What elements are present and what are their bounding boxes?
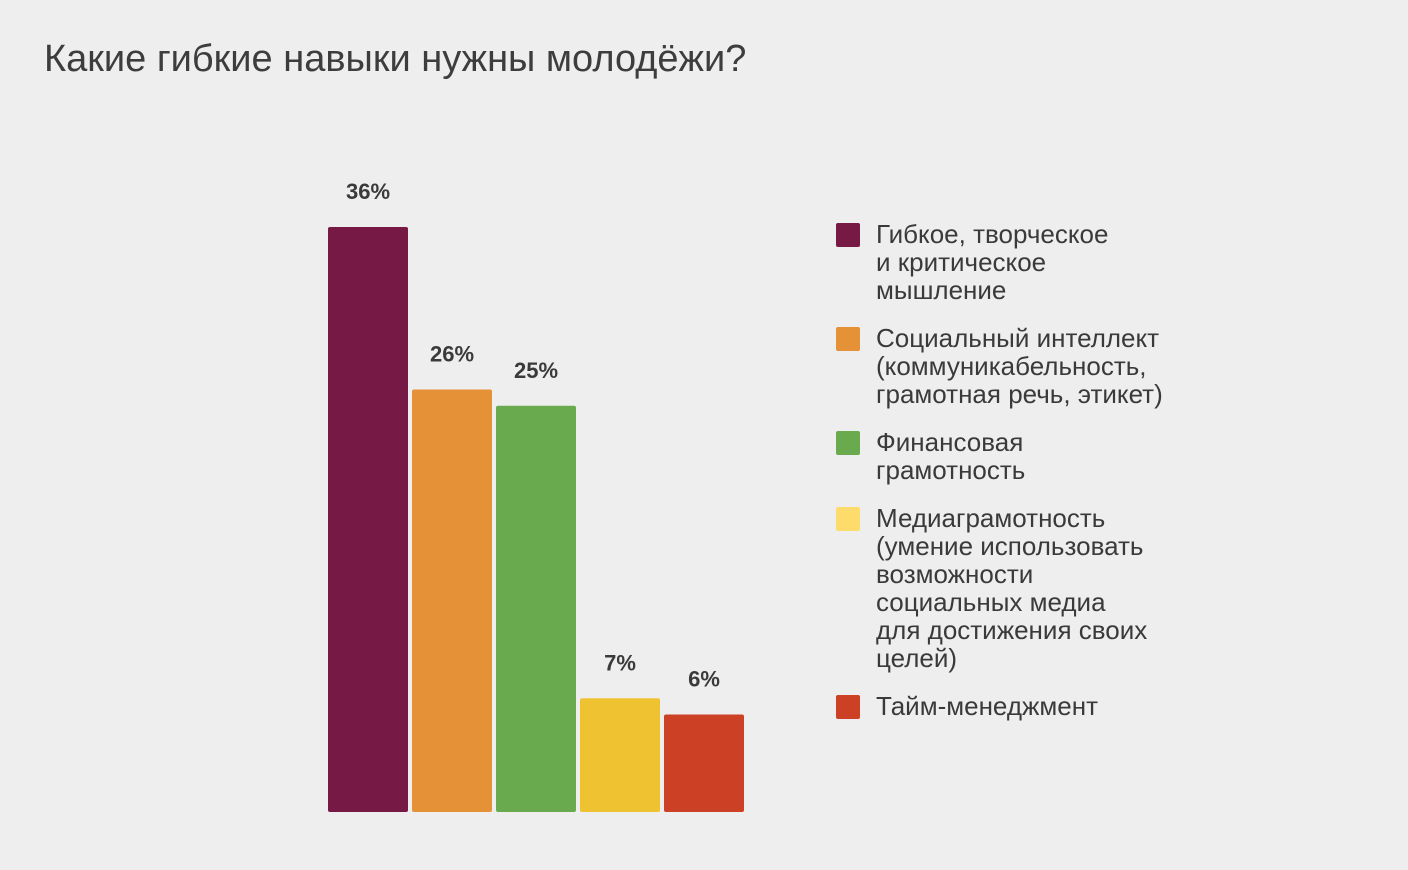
legend-swatch [836, 327, 860, 351]
bar [580, 698, 660, 812]
legend-label: Финансовая грамотность [876, 427, 1026, 485]
legend-label: Гибкое, творческое и критическое мышлени… [876, 219, 1109, 305]
legend-swatch [836, 223, 860, 247]
bar [496, 405, 576, 812]
bar-value-label: 6% [688, 667, 720, 692]
chart-title: Какие гибкие навыки нужны молодёжи? [44, 38, 747, 80]
legend-label: Тайм-менеджмент [876, 691, 1098, 721]
chart-legend: Гибкое, творческое и критическое мышлени… [836, 220, 1216, 740]
legend-item: Финансовая грамотность [836, 428, 1216, 484]
legend-item: Медиаграмотность (умение использовать во… [836, 504, 1216, 672]
bar [412, 389, 492, 812]
legend-label: Социальный интеллект (коммуникабельность… [876, 323, 1163, 409]
legend-swatch [836, 695, 860, 719]
legend-item: Тайм-менеджмент [836, 692, 1216, 720]
bar-value-label: 7% [604, 650, 636, 675]
bar-value-label: 25% [514, 358, 558, 383]
legend-item: Социальный интеллект (коммуникабельность… [836, 324, 1216, 408]
legend-swatch [836, 507, 860, 531]
bar [664, 714, 744, 812]
bar-chart: 36% 26% 25% 7% 6% [328, 179, 744, 812]
bar-value-label: 36% [346, 179, 390, 204]
legend-swatch [836, 431, 860, 455]
bar [328, 227, 408, 812]
legend-label: Медиаграмотность (умение использовать во… [876, 503, 1148, 673]
legend-item: Гибкое, творческое и критическое мышлени… [836, 220, 1216, 304]
bar-value-label: 26% [430, 342, 474, 367]
